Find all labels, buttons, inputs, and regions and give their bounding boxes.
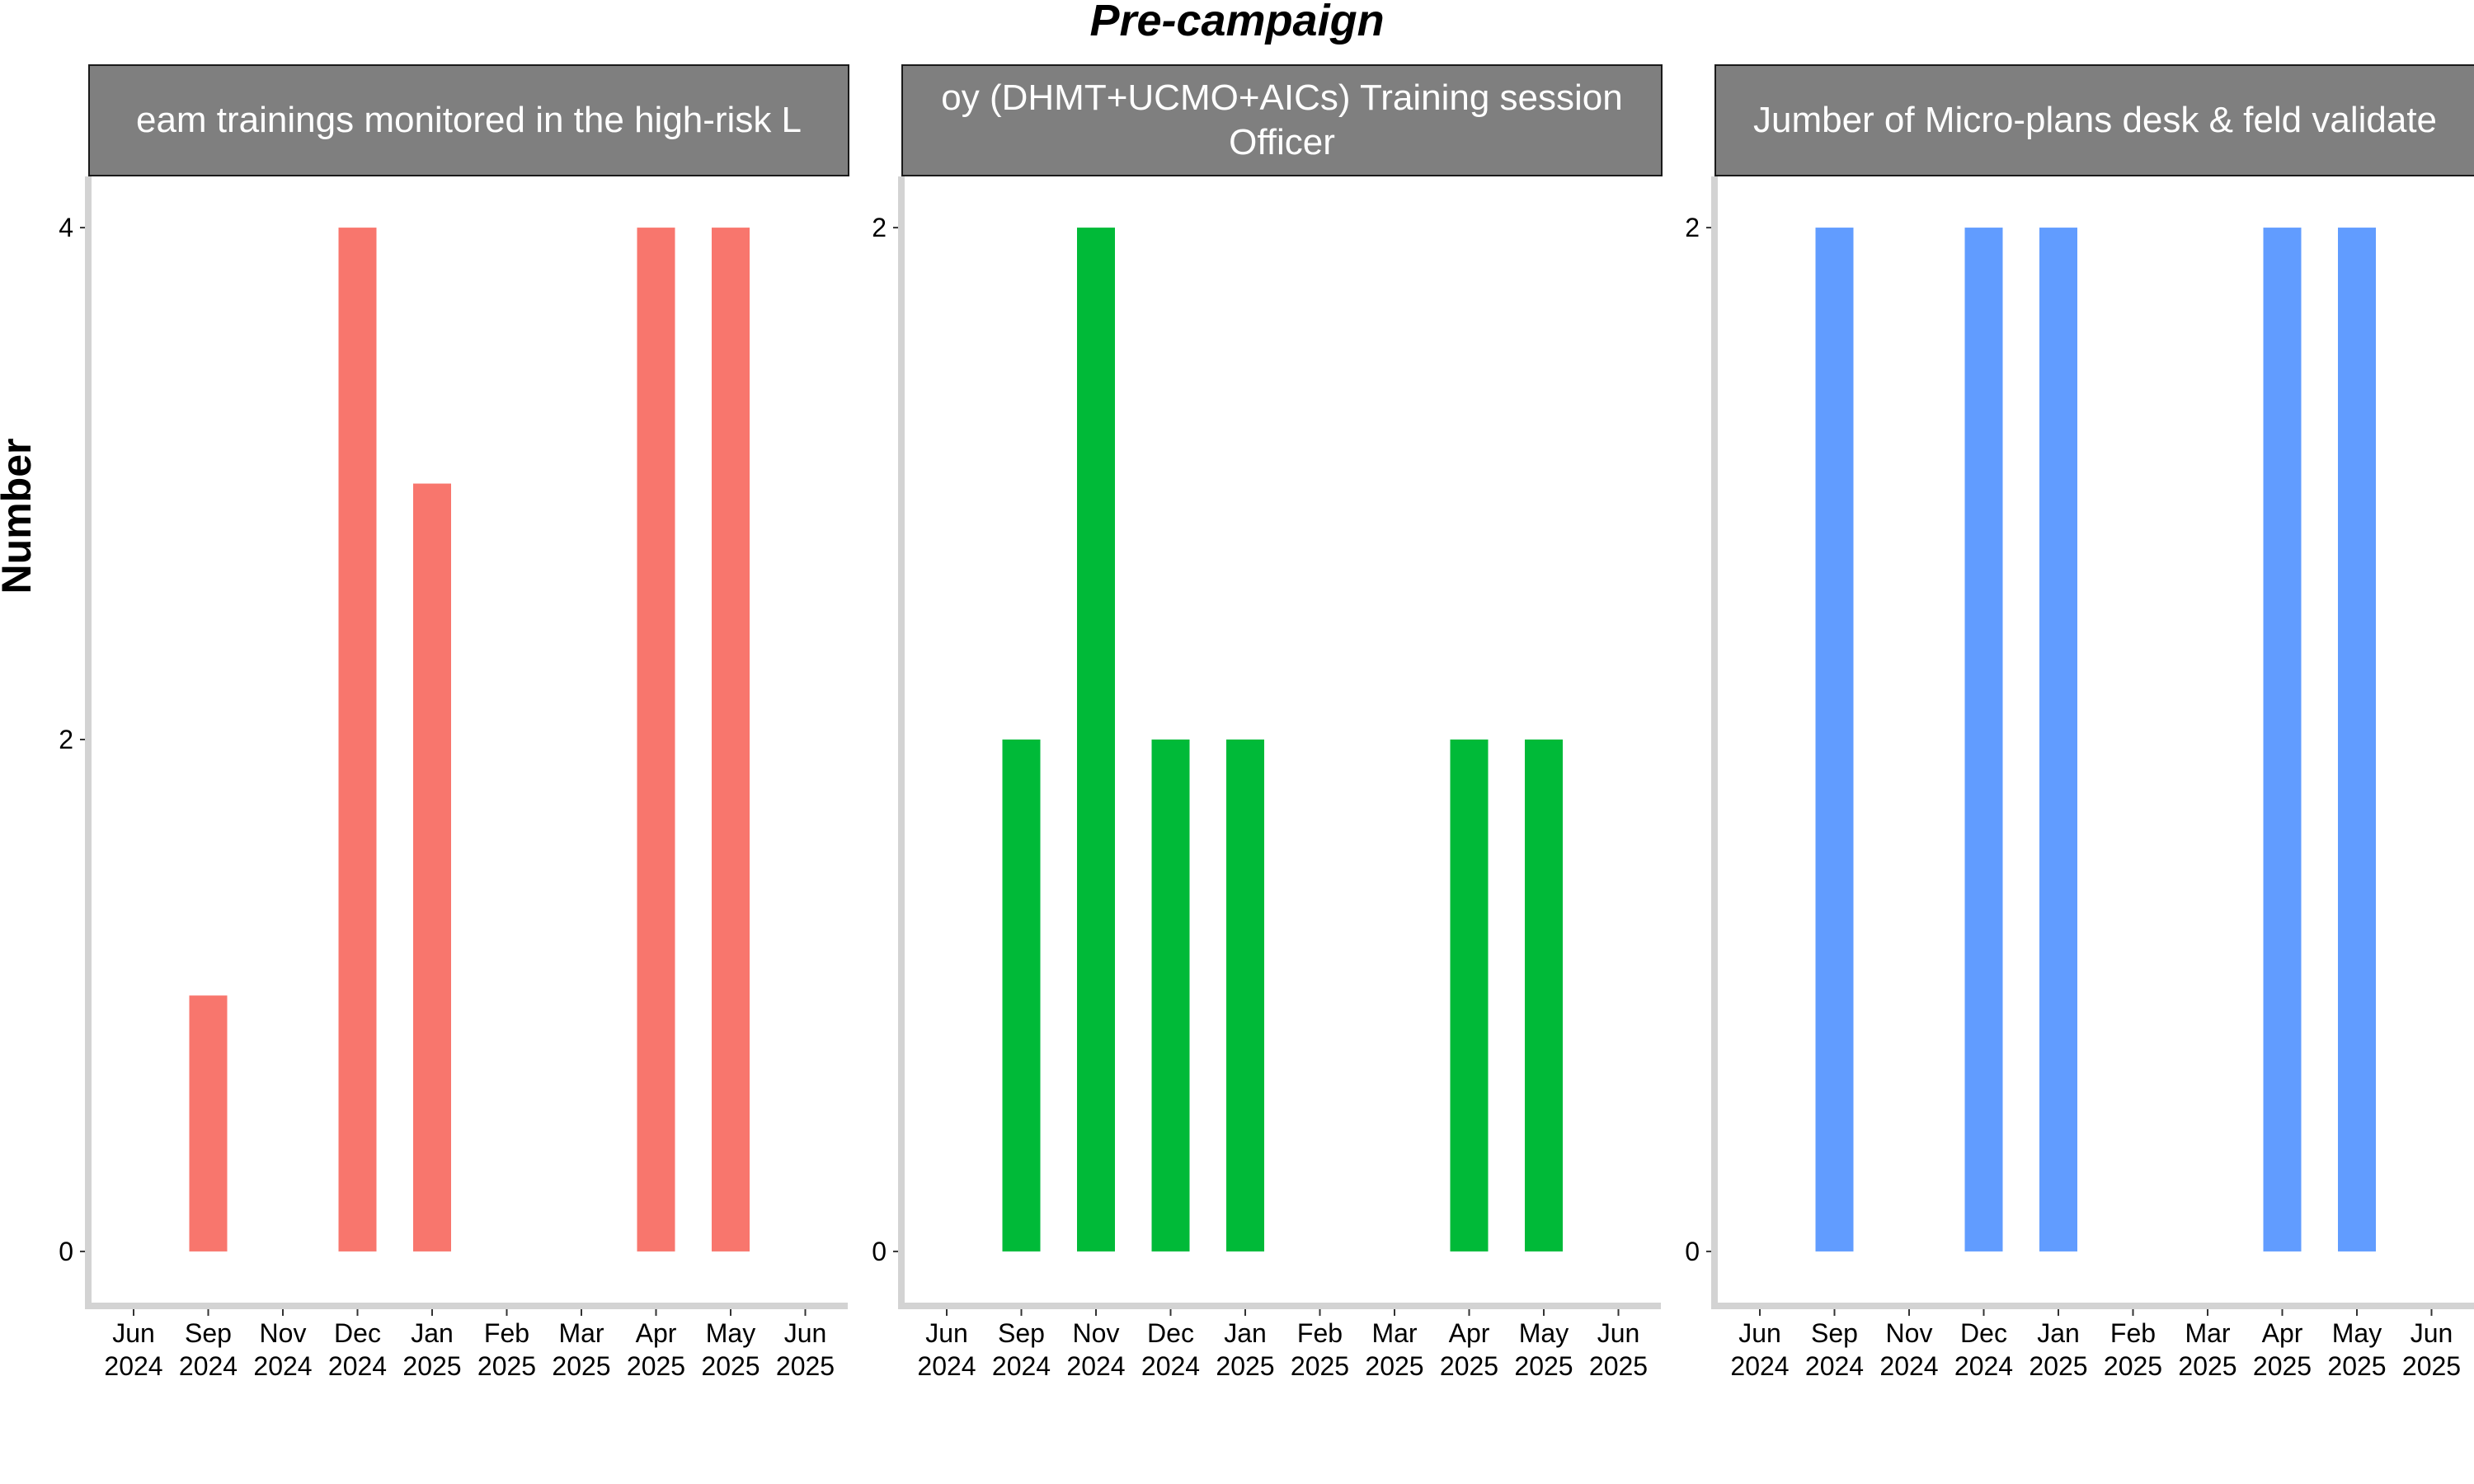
y-tick-label: 0 [872,1237,887,1266]
x-tick-label: Jun 2024 [917,1318,976,1381]
bar-sep-2024 [189,995,228,1252]
facet-strip-label-1: eam trainings monitored in the high-risk… [135,100,802,140]
x-tick-label: Nov 2024 [253,1318,312,1381]
bar-dec-2024 [1151,740,1190,1252]
bar-may-2025 [712,228,750,1252]
x-tick-label: Sep 2024 [179,1318,238,1381]
x-tick-label: Feb 2025 [2104,1318,2162,1381]
facet-strip-label-3: Jumber of Micro-plans desk & feld valida… [1752,100,2438,140]
x-tick-label: Nov 2024 [1879,1318,1938,1381]
facet-panel-1: eam trainings monitored in the high-risk… [59,64,849,1381]
facet-plot-1: 0 2 4 Jun 2024 Sep 2024 Nov 2024 Dec 2024 Jan 2025 Fe… [59,176,848,1381]
x-tick-label: Jan 2025 [2029,1318,2087,1381]
bar-jan-2025 [2039,228,2077,1252]
x-tick-label: Dec 2024 [328,1318,387,1381]
x-tick-label: Jun 2024 [1730,1318,1789,1381]
x-tick-label: May 2025 [1514,1318,1573,1381]
x-tick-label: Dec 2024 [1141,1318,1200,1381]
x-tick-label: Jan 2025 [1216,1318,1274,1381]
bar-apr-2025 [2263,228,2302,1252]
facet-plot-2: 0 2 Jun 2024 Sep 2024 Nov 2024 Dec 2024 Jan 2025 Feb… [872,176,1661,1381]
facet-strip-1: eam trainings monitored in the high-risk… [88,64,849,176]
y-axis-label: Number [0,438,40,594]
x-tick-label: Jan 2025 [402,1318,461,1381]
y-tick-label: 4 [59,213,73,242]
facet-strip-2: oy (DHMT+UCMO+AICs) Training session Off… [901,64,1663,176]
x-tick-label: May 2025 [2327,1318,2386,1381]
x-tick-label: Mar 2025 [2178,1318,2236,1381]
x-tick-label: May 2025 [701,1318,760,1381]
bar-nov-2024 [1077,228,1115,1252]
y-tick-label: 2 [872,213,887,242]
bar-jan-2025 [1226,740,1264,1252]
y-tick-label: 2 [59,725,73,754]
x-tick-label: Jun 2025 [776,1318,835,1381]
y-tick-label: 0 [59,1237,73,1266]
x-tick-label: Apr 2025 [1440,1318,1498,1381]
x-tick-label: Apr 2025 [627,1318,685,1381]
y-tick-label: 2 [1685,213,1700,242]
x-tick-label: Mar 2025 [552,1318,610,1381]
facet-strip-label-2: oy (DHMT+UCMO+AICs) Training session Off… [941,77,1623,162]
bar-may-2025 [1525,740,1563,1252]
x-tick-label: Sep 2024 [992,1318,1051,1381]
x-tick-label: Sep 2024 [1805,1318,1864,1381]
facet-panel-2: oy (DHMT+UCMO+AICs) Training session Off… [872,64,1663,1381]
bar-dec-2024 [338,228,377,1252]
x-tick-label: Dec 2024 [1954,1318,2013,1381]
x-tick-label: Jun 2024 [104,1318,162,1381]
bar-apr-2025 [1450,740,1489,1252]
bar-sep-2024 [1815,228,1854,1252]
x-tick-label: Mar 2025 [1365,1318,1423,1381]
x-tick-label: Feb 2025 [1291,1318,1349,1381]
x-tick-label: Apr 2025 [2253,1318,2312,1381]
y-tick-label: 0 [1685,1237,1700,1266]
facet-plot-3: 0 2 Jun 2024 Sep 2024 Nov 2024 Dec 2024 Jan 2025 Feb… [1685,176,2474,1381]
bar-jan-2025 [413,483,451,1252]
bar-apr-2025 [637,228,675,1252]
bar-may-2025 [2338,228,2376,1252]
x-tick-label: Nov 2024 [1066,1318,1125,1381]
x-tick-label: Feb 2025 [477,1318,536,1381]
x-tick-label: Jun 2025 [2402,1318,2461,1381]
chart-title: Pre-campaign [1089,0,1385,45]
facet-strip-3: Jumber of Micro-plans desk & feld valida… [1714,64,2474,176]
facet-panel-3: Jumber of Micro-plans desk & feld valida… [1685,64,2474,1381]
x-tick-label: Jun 2025 [1589,1318,1648,1381]
bar-dec-2024 [1964,228,2003,1252]
bar-sep-2024 [1002,740,1041,1252]
